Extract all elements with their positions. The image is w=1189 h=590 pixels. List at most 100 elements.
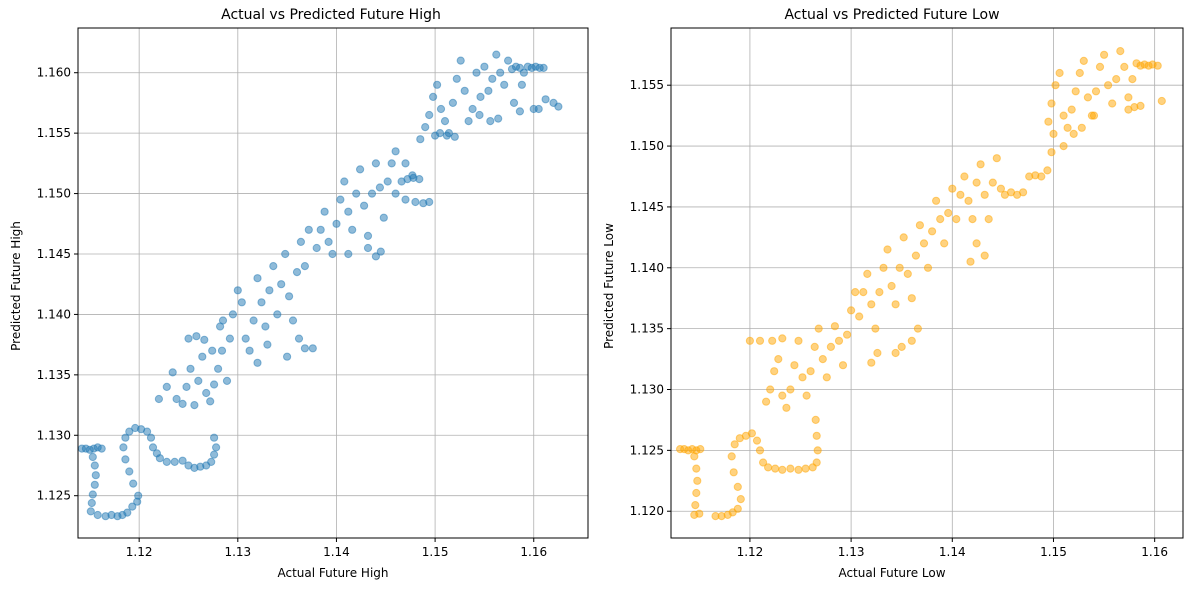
scatter-point: [198, 352, 207, 361]
scatter-point: [1104, 81, 1113, 90]
scatter-point: [759, 458, 768, 467]
y-tick-label: 1.120: [630, 504, 664, 518]
scatter-point: [387, 159, 396, 168]
scatter-point: [371, 252, 380, 261]
scatter-point: [534, 104, 543, 114]
scatter-point: [425, 197, 434, 207]
x-tick-label: 1.14: [323, 545, 350, 559]
scatter-point: [822, 373, 831, 382]
scatter-point: [119, 443, 128, 452]
y-tick-label: 1.160: [37, 66, 71, 80]
scatter-point: [210, 450, 219, 459]
scatter-point: [308, 344, 317, 353]
scatter-point: [452, 74, 461, 83]
scatter-point: [367, 189, 377, 198]
scatter-point: [296, 237, 305, 246]
y-tick-label: 1.125: [630, 443, 664, 457]
scatter-point: [964, 196, 973, 205]
scatter-point: [87, 498, 96, 508]
y-tick-label: 1.135: [37, 368, 71, 382]
y-tick-label: 1.130: [630, 383, 664, 397]
scatter-point: [883, 245, 892, 254]
scatter-point: [887, 281, 896, 291]
scatter-point: [253, 358, 262, 367]
scatter-point: [1069, 129, 1078, 138]
scatter-point: [863, 269, 872, 278]
scatter-point: [1120, 62, 1129, 72]
scatter-point: [813, 446, 822, 455]
scatter-point: [855, 312, 864, 321]
scatter-point: [1100, 50, 1109, 59]
scatter-point: [778, 334, 787, 343]
axes-frame: [77, 27, 589, 539]
scatter-point: [429, 92, 438, 102]
scatter-point: [814, 324, 823, 333]
scatter-point: [320, 207, 329, 216]
scatter-point: [847, 306, 856, 315]
scatter-point: [733, 482, 742, 491]
scatter-point: [539, 63, 548, 73]
x-tick-label: 1.15: [1040, 545, 1067, 559]
scatter-series: [676, 47, 1166, 521]
scatter-point: [879, 263, 888, 272]
scatter-point: [794, 336, 803, 345]
scatter-point: [519, 68, 529, 77]
scatter-point: [693, 476, 702, 485]
scatter-point: [952, 215, 961, 224]
scatter-point: [907, 294, 916, 303]
scatter-point: [93, 510, 102, 520]
scatter-point: [214, 364, 223, 373]
x-tick-label: 1.15: [422, 545, 449, 559]
scatter-point: [184, 334, 193, 343]
scatter-point: [442, 131, 451, 140]
scatter-point: [192, 332, 201, 341]
scatter-point: [867, 300, 876, 309]
scatter-point: [907, 336, 916, 345]
y-tick-label: 1.150: [37, 187, 71, 201]
scatter-point: [332, 219, 341, 228]
scatter-point: [730, 440, 739, 449]
scatter-point: [172, 394, 181, 404]
scatter-point: [408, 171, 417, 180]
scatter-point: [212, 443, 221, 452]
scatter-point: [1047, 148, 1056, 157]
scatter-point: [810, 342, 819, 351]
scatter-point: [695, 509, 704, 518]
scatter-point: [968, 215, 977, 224]
scatter-point: [786, 464, 795, 473]
scatter-point: [1124, 105, 1133, 114]
scatter-point: [494, 114, 503, 123]
x-tick-label: 1.13: [838, 545, 865, 559]
scatter-point: [992, 154, 1001, 163]
scatter-point: [269, 262, 278, 271]
scatter-point: [786, 385, 795, 394]
scatter-point: [867, 358, 876, 367]
scatter-point: [859, 288, 868, 297]
scatter-point: [919, 239, 929, 248]
scatter-point: [206, 397, 215, 406]
scatter-point: [210, 380, 219, 389]
y-tick-label: 1.140: [630, 261, 664, 275]
scatter-point: [778, 465, 787, 474]
scatter-point: [903, 269, 912, 278]
plot-area: 1.12 1.13 1.14 1.15 1.16 1.125 1.130 1.135 1.140…: [37, 27, 589, 559]
scatter-point: [692, 488, 701, 498]
scatter-point: [170, 457, 179, 466]
scatter-point: [210, 433, 219, 442]
scatter-point: [940, 239, 949, 248]
scatter-point: [91, 471, 100, 480]
scatter-point: [496, 68, 505, 77]
scatter-point: [283, 352, 292, 361]
scatter-point: [690, 452, 699, 461]
scatter-point: [202, 388, 211, 398]
scatter-point: [125, 467, 134, 476]
scatter-point: [1136, 101, 1145, 111]
scatter-point: [798, 373, 807, 382]
scatter-point: [253, 274, 262, 283]
scatter-point: [154, 394, 163, 404]
scatter-point: [440, 117, 450, 126]
scatter-point: [932, 196, 941, 205]
scatter-point: [263, 340, 272, 349]
scatter-point: [875, 288, 884, 297]
